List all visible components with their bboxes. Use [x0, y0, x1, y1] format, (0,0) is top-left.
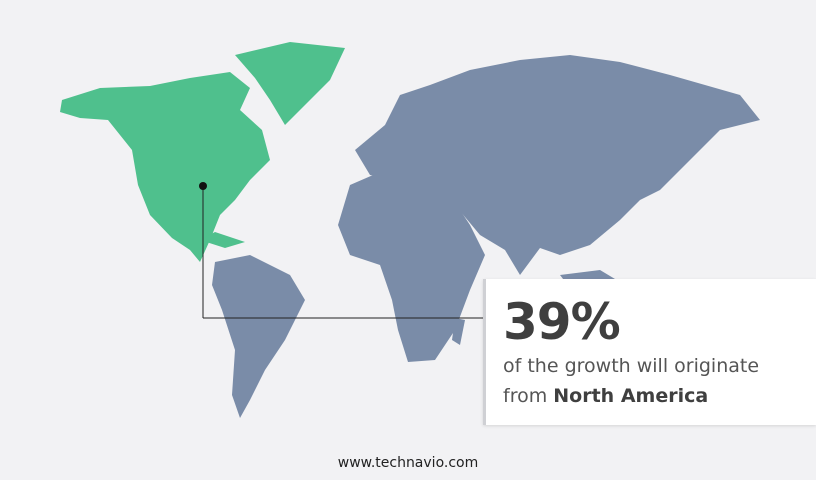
region-other	[212, 55, 760, 418]
callout-prefix: from	[503, 385, 548, 407]
callout-region: North America	[553, 385, 709, 407]
growth-percentage: 39%	[503, 293, 621, 351]
callout-text-line2: from North America	[503, 385, 708, 407]
footer-url: www.technavio.com	[337, 455, 479, 471]
callout-text-line1: of the growth will originate	[503, 355, 760, 377]
stat-callout: 39% of the growth will originate from No…	[483, 279, 816, 425]
location-marker	[199, 182, 207, 190]
region-north-america	[60, 42, 345, 262]
